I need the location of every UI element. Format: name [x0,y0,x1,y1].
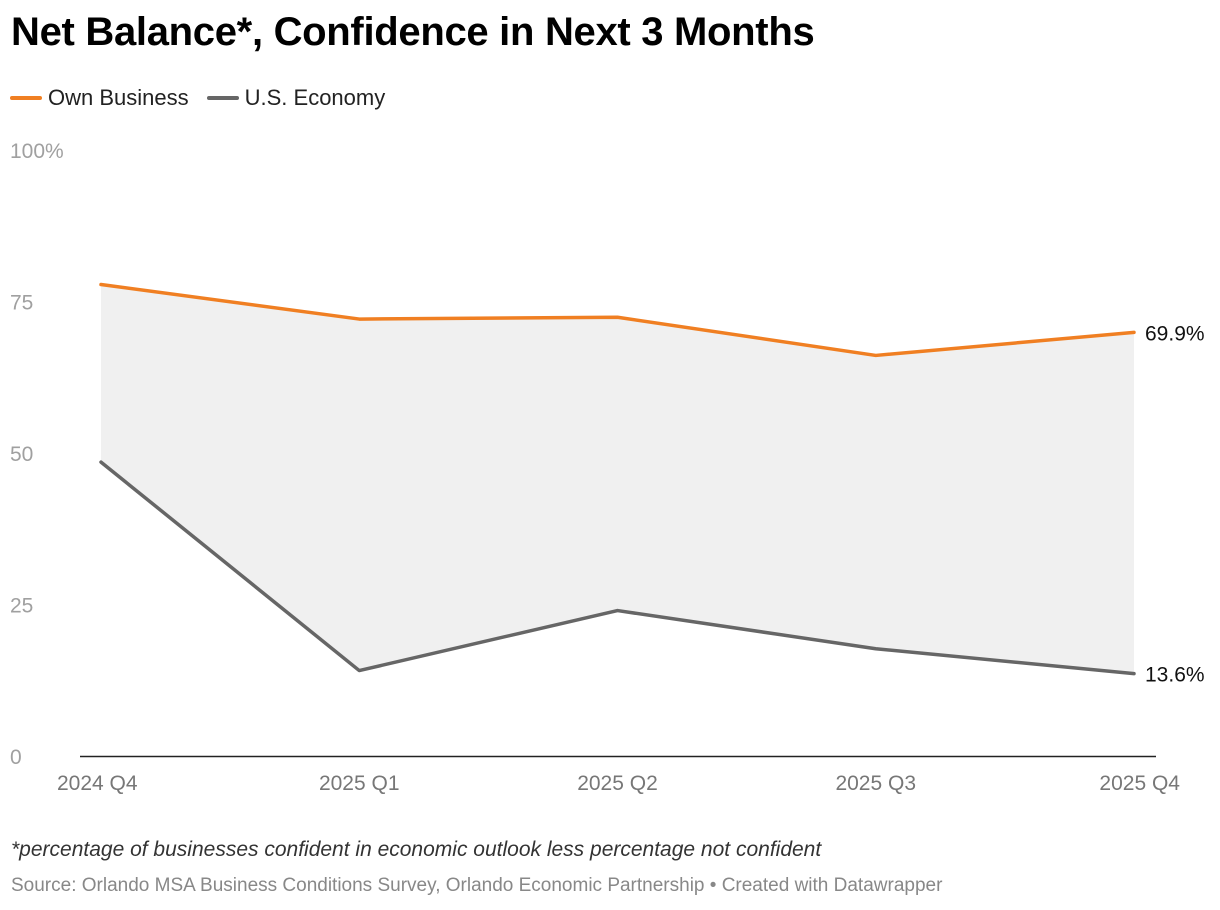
series-line-own-business [99,282,1136,358]
legend-label-us-economy: U.S. Economy [244,85,386,110]
x-tick-label: 2024 Q4 [57,772,138,795]
x-tick-label: 2025 Q1 [319,772,400,795]
legend-swatch-us-economy [206,96,239,100]
area-between-series [101,284,1134,674]
legend-swatch-own-business [10,96,42,100]
end-value-label-us-economy: 13.6% [1145,664,1205,687]
end-value-label-own-business: 69.9% [1145,322,1205,345]
y-tick-label: 0 [10,746,22,769]
y-tick-label: 75 [10,292,33,315]
footnote: *percentage of businesses confident in e… [11,838,822,861]
y-tick-label: 100% [10,140,64,163]
legend-item-us-economy: U.S. Economy [206,85,386,111]
source-credit: Source: Orlando MSA Business Conditions … [11,875,943,896]
legend-label-own-business: Own Business [48,85,189,110]
x-tick-label: 2025 Q3 [835,772,916,795]
legend: Own Business U.S. Economy [10,84,403,112]
x-tick-label: 2025 Q2 [577,772,658,795]
y-tick-label: 50 [10,443,33,466]
chart-title: Net Balance*, Confidence in Next 3 Month… [11,10,815,54]
legend-item-own-business: Own Business [10,85,189,111]
y-tick-label: 25 [10,595,33,618]
series-line-us-economy [99,460,1136,676]
x-tick-label: 2025 Q4 [1099,772,1180,795]
line-chart: 100% 75 50 25 0 69.9% 13.6% 2024 Q4 2025 Q1 2025 … [10,140,1205,795]
